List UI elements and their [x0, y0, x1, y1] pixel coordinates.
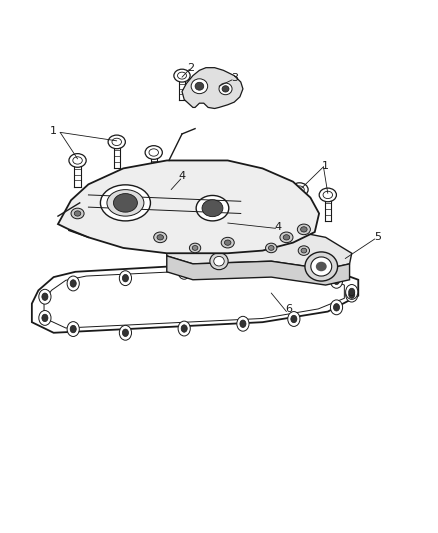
Ellipse shape: [74, 211, 81, 216]
Circle shape: [119, 325, 131, 340]
Ellipse shape: [145, 190, 158, 199]
Circle shape: [122, 329, 128, 336]
Circle shape: [70, 280, 76, 287]
Ellipse shape: [283, 235, 290, 240]
Ellipse shape: [316, 262, 327, 271]
Ellipse shape: [222, 86, 229, 92]
Circle shape: [42, 293, 48, 301]
Ellipse shape: [107, 190, 144, 216]
Circle shape: [240, 263, 246, 270]
Ellipse shape: [234, 169, 251, 183]
Ellipse shape: [265, 243, 277, 253]
Circle shape: [39, 289, 51, 304]
Circle shape: [237, 317, 249, 331]
Ellipse shape: [268, 246, 274, 251]
Circle shape: [291, 316, 297, 322]
Circle shape: [349, 288, 355, 296]
Ellipse shape: [196, 196, 229, 221]
Ellipse shape: [108, 135, 125, 149]
Ellipse shape: [195, 82, 204, 90]
Ellipse shape: [319, 188, 336, 202]
Circle shape: [346, 287, 358, 302]
Circle shape: [178, 264, 190, 279]
Ellipse shape: [191, 79, 208, 94]
Ellipse shape: [280, 232, 293, 243]
Circle shape: [70, 325, 76, 333]
Circle shape: [288, 312, 300, 326]
Circle shape: [67, 276, 79, 291]
Ellipse shape: [69, 154, 86, 167]
Ellipse shape: [210, 253, 228, 270]
Ellipse shape: [261, 177, 278, 191]
Circle shape: [178, 321, 190, 336]
Text: 5: 5: [374, 232, 381, 243]
Circle shape: [346, 285, 358, 300]
Circle shape: [349, 291, 355, 298]
Ellipse shape: [145, 146, 162, 159]
Ellipse shape: [200, 193, 212, 202]
Ellipse shape: [301, 248, 307, 253]
Polygon shape: [32, 261, 358, 333]
Ellipse shape: [298, 246, 310, 255]
Text: 6: 6: [285, 304, 292, 314]
Ellipse shape: [113, 193, 138, 212]
Circle shape: [330, 273, 343, 288]
Circle shape: [39, 311, 51, 325]
Ellipse shape: [189, 243, 201, 253]
Circle shape: [240, 320, 246, 327]
Ellipse shape: [305, 252, 338, 281]
Ellipse shape: [311, 257, 332, 276]
Polygon shape: [182, 68, 243, 109]
Ellipse shape: [154, 232, 167, 243]
Polygon shape: [167, 256, 350, 285]
Ellipse shape: [100, 185, 150, 221]
Text: 4: 4: [274, 222, 281, 232]
Circle shape: [181, 268, 187, 276]
Circle shape: [67, 321, 79, 336]
Ellipse shape: [300, 227, 307, 232]
Polygon shape: [58, 160, 319, 253]
Ellipse shape: [165, 185, 177, 194]
Text: 1: 1: [322, 161, 329, 171]
Circle shape: [291, 265, 297, 272]
Ellipse shape: [291, 183, 308, 197]
Ellipse shape: [71, 208, 84, 219]
Text: 2: 2: [187, 63, 194, 72]
Ellipse shape: [174, 69, 190, 82]
Text: 4: 4: [178, 172, 186, 181]
Ellipse shape: [157, 235, 163, 240]
Circle shape: [122, 274, 128, 282]
Ellipse shape: [221, 237, 234, 248]
Circle shape: [181, 325, 187, 332]
Text: 1: 1: [50, 126, 57, 136]
Circle shape: [333, 277, 339, 285]
Ellipse shape: [214, 256, 224, 266]
Circle shape: [330, 300, 343, 315]
Ellipse shape: [202, 200, 223, 216]
Ellipse shape: [222, 196, 234, 205]
Ellipse shape: [219, 83, 232, 95]
Circle shape: [237, 259, 249, 274]
Polygon shape: [167, 227, 352, 269]
Circle shape: [42, 314, 48, 321]
Ellipse shape: [224, 240, 231, 245]
Ellipse shape: [192, 246, 198, 251]
Circle shape: [119, 271, 131, 286]
Circle shape: [333, 304, 339, 311]
Text: 3: 3: [231, 73, 238, 83]
Ellipse shape: [297, 224, 311, 235]
Circle shape: [288, 261, 300, 276]
